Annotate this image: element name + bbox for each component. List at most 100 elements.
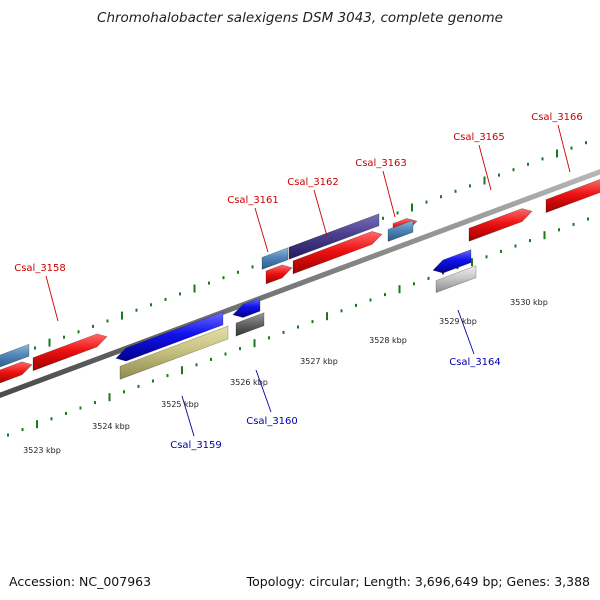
scale-dot xyxy=(34,346,36,350)
label-leader-line xyxy=(181,395,195,437)
scale-dot xyxy=(208,281,210,285)
scale-dot xyxy=(543,231,546,240)
gene-label: Csal_3161 xyxy=(227,195,279,206)
scale-dot xyxy=(79,406,82,410)
scale-tick-label: 3528 kbp xyxy=(369,336,407,345)
scale-dot xyxy=(411,203,413,212)
scale-dot xyxy=(587,217,589,221)
scale-dot xyxy=(282,330,285,334)
scale-dot xyxy=(483,176,486,185)
scale-dot xyxy=(498,173,500,177)
label-leader-line xyxy=(478,144,492,191)
scale-dot xyxy=(63,335,65,339)
scale-dot xyxy=(36,420,38,429)
scale-dot xyxy=(413,282,415,286)
scale-dot xyxy=(237,270,239,274)
gene-label: Csal_3164 xyxy=(449,357,501,368)
scale-dot xyxy=(50,417,53,421)
gene-arrow-csal-3164 xyxy=(432,249,472,274)
gene-label: Csal_3158 xyxy=(14,263,66,274)
scale-dot xyxy=(527,162,529,166)
feature-track xyxy=(0,179,600,384)
gene-arrow-csal-3158 xyxy=(32,333,108,372)
scale-dot xyxy=(396,211,399,215)
scale-dot xyxy=(297,325,299,329)
gene-box-steel xyxy=(387,219,414,242)
scale-dot xyxy=(398,285,401,294)
scale-tick-label: 3530 kbp xyxy=(510,298,548,307)
scale-dot xyxy=(210,357,212,361)
gene-arrow-csal-3166 xyxy=(545,179,600,214)
scale-dot xyxy=(65,411,67,415)
gene-label: Csal_3159 xyxy=(170,440,222,451)
scale-dot xyxy=(48,338,51,347)
scale-dot xyxy=(558,228,560,232)
scale-dot xyxy=(121,311,123,320)
scale-dot xyxy=(529,239,531,243)
scale-tick-label: 3527 kbp xyxy=(300,357,338,366)
gene-arrow-forward xyxy=(0,361,33,384)
scale-dot xyxy=(512,168,515,172)
scale-dot xyxy=(384,293,386,297)
scale-dot xyxy=(150,303,152,307)
reverse-scale-dots xyxy=(7,217,589,437)
scale-tick-label: 3524 kbp xyxy=(92,422,130,431)
gene-arrow-csal-3159 xyxy=(115,311,224,362)
gene-label: Csal_3165 xyxy=(453,132,505,143)
gene-box-steel xyxy=(261,247,289,270)
scale-tick-label: 3523 kbp xyxy=(23,446,61,455)
scale-dot xyxy=(311,320,314,324)
label-leader-line xyxy=(313,189,328,237)
scale-dot xyxy=(195,363,198,367)
scale-dot xyxy=(92,324,94,328)
scale-dot xyxy=(326,312,328,321)
label-leader-line xyxy=(457,309,475,355)
scale-dot xyxy=(193,284,196,293)
scale-dot xyxy=(222,276,225,280)
label-leader-line xyxy=(255,369,272,413)
scale-dot xyxy=(570,146,573,150)
scale-dot xyxy=(369,298,372,302)
scale-dot xyxy=(469,184,471,188)
scale-dot xyxy=(77,330,80,334)
scale-dot xyxy=(137,384,140,388)
scale-dot xyxy=(355,303,357,307)
scale-dot xyxy=(471,258,473,267)
scale-dot xyxy=(268,336,270,340)
scale-dot xyxy=(164,297,167,301)
gene-arrow-csal-3161 xyxy=(265,264,293,285)
scale-dot xyxy=(427,276,430,280)
gene-label: Csal_3163 xyxy=(355,158,407,169)
scale-dot xyxy=(485,255,488,259)
scale-dot xyxy=(454,189,457,193)
label-leaders xyxy=(45,124,571,437)
scale-dot xyxy=(123,390,125,394)
scale-dot xyxy=(181,366,183,375)
scale-dot xyxy=(425,200,428,204)
label-leader-line xyxy=(45,275,59,322)
scale-dot xyxy=(94,401,96,405)
gene-labels: Csal_3158 Csal_3159 Csal_3160 Csal_3161 Csal… xyxy=(14,112,583,451)
gene-box-navy xyxy=(288,213,380,260)
scale-dot xyxy=(239,347,241,351)
gene-arrow-csal-3162 xyxy=(292,231,383,275)
tick-labels: 3523 kbp 3524 kbp 3525 kbp 3526 kbp 3527 kbp… xyxy=(23,298,548,455)
scale-tick-label: 3525 kbp xyxy=(161,400,199,409)
scale-dot xyxy=(556,149,558,158)
scale-dot xyxy=(541,157,544,161)
label-leader-line xyxy=(254,207,269,253)
scale-dot xyxy=(179,292,181,296)
gene-arrow-csal-3165 xyxy=(468,208,533,242)
scale-dot xyxy=(572,222,575,226)
scale-dot xyxy=(224,352,227,356)
gene-label: Csal_3166 xyxy=(531,112,583,123)
scale-dot xyxy=(7,433,9,437)
scale-dot xyxy=(253,339,256,348)
diagram-title: Chromohalobacter salexigens DSM 3043, co… xyxy=(97,10,503,26)
scale-dot xyxy=(340,309,343,313)
scale-dot xyxy=(585,141,587,145)
label-leader-line xyxy=(382,170,396,218)
scale-tick-label: 3529 kbp xyxy=(439,317,477,326)
scale-dot xyxy=(166,374,169,378)
gene-arrow-csal-3160 xyxy=(232,297,261,318)
